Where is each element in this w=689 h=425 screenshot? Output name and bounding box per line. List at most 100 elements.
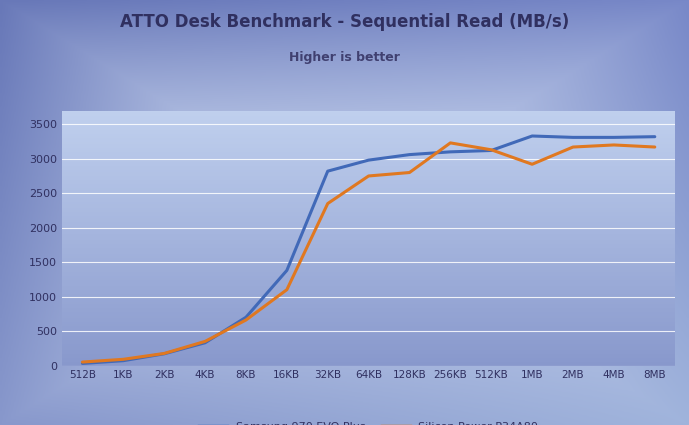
Bar: [62, 363, 675, 366]
Bar: [62, 288, 675, 290]
Bar: [62, 286, 675, 288]
Bar: [62, 174, 675, 176]
Bar: [62, 318, 675, 320]
Bar: [62, 250, 675, 252]
Bar: [62, 270, 675, 272]
Bar: [62, 298, 675, 300]
Bar: [62, 337, 675, 340]
Bar: [62, 326, 675, 328]
Bar: [62, 178, 675, 180]
Bar: [62, 328, 675, 330]
Bar: [62, 148, 675, 150]
Bar: [62, 330, 675, 332]
Bar: [62, 314, 675, 316]
Bar: [62, 336, 675, 337]
Bar: [62, 200, 675, 202]
Legend: Samsung 970 EVO Plus, Silicon Power P34A80: Samsung 970 EVO Plus, Silicon Power P34A…: [194, 417, 543, 425]
Bar: [62, 180, 675, 182]
Bar: [62, 252, 675, 254]
Bar: [62, 119, 675, 120]
Bar: [62, 296, 675, 298]
Bar: [62, 236, 675, 238]
Bar: [62, 142, 675, 144]
Bar: [62, 324, 675, 326]
Bar: [62, 168, 675, 170]
Bar: [62, 214, 675, 216]
Bar: [62, 122, 675, 125]
Bar: [62, 110, 675, 113]
Bar: [62, 114, 675, 116]
Bar: [62, 306, 675, 308]
Bar: [62, 136, 675, 139]
Bar: [62, 334, 675, 336]
Bar: [62, 186, 675, 188]
Bar: [62, 198, 675, 200]
Bar: [62, 120, 675, 122]
Bar: [62, 256, 675, 258]
Bar: [62, 216, 675, 218]
Bar: [62, 228, 675, 230]
Bar: [62, 268, 675, 270]
Bar: [62, 206, 675, 208]
Bar: [62, 360, 675, 362]
Bar: [62, 156, 675, 159]
Bar: [62, 196, 675, 198]
Bar: [62, 172, 675, 174]
Bar: [62, 246, 675, 248]
Bar: [62, 308, 675, 310]
Bar: [62, 310, 675, 312]
Bar: [62, 346, 675, 348]
Bar: [62, 282, 675, 284]
Bar: [62, 349, 675, 351]
Bar: [62, 280, 675, 282]
Bar: [62, 362, 675, 363]
Bar: [62, 176, 675, 178]
Bar: [62, 351, 675, 354]
Bar: [62, 222, 675, 224]
Bar: [62, 316, 675, 318]
Bar: [62, 274, 675, 276]
Bar: [62, 204, 675, 206]
Bar: [62, 320, 675, 322]
Bar: [62, 248, 675, 250]
Bar: [62, 162, 675, 164]
Bar: [62, 150, 675, 152]
Bar: [62, 234, 675, 236]
Bar: [62, 164, 675, 166]
Bar: [62, 218, 675, 220]
Bar: [62, 238, 675, 240]
Bar: [62, 160, 675, 162]
Bar: [62, 224, 675, 226]
Bar: [62, 354, 675, 356]
Bar: [62, 188, 675, 190]
Bar: [62, 170, 675, 172]
Bar: [62, 302, 675, 304]
Bar: [62, 139, 675, 140]
Bar: [62, 294, 675, 296]
Bar: [62, 332, 675, 334]
Bar: [62, 242, 675, 244]
Bar: [62, 154, 675, 156]
Bar: [62, 342, 675, 343]
Bar: [62, 266, 675, 268]
Bar: [62, 230, 675, 232]
Bar: [62, 260, 675, 262]
Bar: [62, 284, 675, 286]
Bar: [62, 192, 675, 194]
Bar: [62, 133, 675, 134]
Bar: [62, 146, 675, 148]
Bar: [62, 290, 675, 292]
Bar: [62, 262, 675, 264]
Text: ATTO Desk Benchmark - Sequential Read (MB/s): ATTO Desk Benchmark - Sequential Read (M…: [120, 13, 569, 31]
Bar: [62, 184, 675, 186]
Bar: [62, 182, 675, 184]
Bar: [62, 202, 675, 204]
Bar: [62, 140, 675, 142]
Bar: [62, 240, 675, 242]
Bar: [62, 356, 675, 357]
Bar: [62, 226, 675, 228]
Bar: [62, 159, 675, 160]
Bar: [62, 208, 675, 210]
Text: Higher is better: Higher is better: [289, 51, 400, 64]
Bar: [62, 357, 675, 360]
